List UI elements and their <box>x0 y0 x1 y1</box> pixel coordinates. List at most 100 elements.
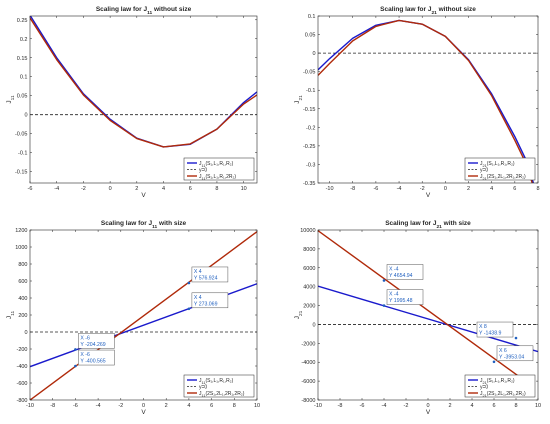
x-tick-label: 6 <box>492 403 495 409</box>
x-tick-label: 8 <box>233 403 236 409</box>
y-axis-label: J11 <box>6 311 16 320</box>
x-tick-label: -10 <box>26 403 34 409</box>
data-tip-x: X 8 <box>479 324 487 330</box>
x-tick-label: -6 <box>73 403 78 409</box>
data-tip-x: X -6 <box>80 335 90 341</box>
x-tick-label: 0 <box>444 186 447 192</box>
x-tick-label: -10 <box>314 403 322 409</box>
x-tick-label: 6 <box>189 186 192 192</box>
axes-frame <box>29 15 258 184</box>
legend-box <box>464 374 536 398</box>
y-tick-label: 1000 <box>15 245 27 251</box>
y-tick-label: -0.15 <box>303 107 316 113</box>
legend-label-2: y=0 <box>199 167 207 173</box>
legend-label-1: J21(S₁,L₁,R₁,R₂) <box>480 378 515 385</box>
chart-panel-4: Scaling law for J21 with size -10 -8 -6 -4 -2… <box>294 220 541 416</box>
x-tick-label: 0 <box>109 186 112 192</box>
x-tick-label: 2 <box>448 403 451 409</box>
data-tip-x: X -4 <box>389 292 399 298</box>
chart-title: Scaling law for J21 without size <box>380 6 476 16</box>
x-axis-label: V <box>426 409 431 416</box>
data-tip-marker <box>382 279 386 282</box>
data-tip-box <box>496 345 534 362</box>
chart-title: Scaling law for J11 without size <box>96 6 192 16</box>
data-tip-marker <box>74 364 77 368</box>
data-tip-y: Y -1438.9 <box>479 331 502 337</box>
data-tip-x: X 6 <box>499 348 507 354</box>
x-tick-label: 4 <box>490 186 493 192</box>
y-tick-label: -0.3 <box>306 162 315 168</box>
legend-label-3: J11(2S₁,2L₁,2R₁,2R₂) <box>199 391 245 398</box>
y-tick-label: 0.05 <box>17 94 28 100</box>
x-axis-label: V <box>426 192 431 199</box>
y-tick-label: 0 <box>312 51 315 57</box>
series-line-2 <box>30 17 257 148</box>
legend-label-1: J11(S₁,L₁,R₁,R₂) <box>199 161 234 168</box>
legend-label-2: y=0 <box>199 384 207 390</box>
chart-panel-2: Scaling law for J21 without size -10 -8 -6 -… <box>294 6 540 199</box>
data-tip-marker <box>492 360 496 364</box>
x-tick-label: 0 <box>142 403 145 409</box>
x-tick-label: -2 <box>118 403 123 409</box>
data-tip-x: X -4 <box>389 266 399 272</box>
legend-label-1: J11(S₁,L₁,R₁,R₂) <box>199 378 234 385</box>
y-tick-label: 0.1 <box>20 75 28 81</box>
axes-frame <box>317 229 539 401</box>
data-tip-y: Y 273.069 <box>194 301 218 307</box>
y-axis-label: J11 <box>6 95 16 104</box>
series-line-2 <box>318 19 533 183</box>
y-tick-label: -200 <box>16 347 27 353</box>
y-tick-label: 0.1 <box>308 14 316 20</box>
data-tip-marker <box>382 304 386 307</box>
data-tip-marker <box>187 281 191 285</box>
x-tick-label: -4 <box>382 403 387 409</box>
y-tick-label: -600 <box>16 381 27 387</box>
y-tick-label: -0.1 <box>18 151 27 157</box>
x-tick-label: 8 <box>215 186 218 192</box>
y-tick-label: -0.1 <box>306 88 315 94</box>
y-tick-label: 1200 <box>15 228 27 234</box>
legend-box <box>183 157 255 181</box>
x-tick-label: 2 <box>135 186 138 192</box>
x-tick-label: 6 <box>210 403 213 409</box>
y-tick-label: 800 <box>18 262 27 268</box>
x-tick-label: 2 <box>467 186 470 192</box>
y-tick-label: -0.2 <box>306 125 315 131</box>
y-tick-label: 0 <box>24 330 27 336</box>
x-tick-label: -6 <box>373 186 378 192</box>
x-tick-label: 4 <box>162 186 165 192</box>
y-tick-label: 400 <box>18 296 27 302</box>
series-line-2 <box>30 231 257 400</box>
y-tick-label: 0.25 <box>17 18 28 24</box>
data-tip-box <box>78 349 115 366</box>
chart-title: Scaling law for J11 with size <box>101 220 187 230</box>
chart-title: Scaling law for J21 with size <box>385 220 471 230</box>
x-tick-label: 4 <box>187 403 190 409</box>
x-tick-label: -6 <box>360 403 365 409</box>
legend-label-1: J21(S₁,L₁,R₁,R₂) <box>480 161 515 168</box>
y-tick-label: 2000 <box>303 304 315 310</box>
x-axis-label: V <box>141 192 146 199</box>
chart-panel-3: Scaling law for J11 with size -10 -8 -6 -4 -2… <box>6 220 260 416</box>
legend-label-2: y=0 <box>480 384 488 390</box>
legend-label-3: J21(2S₁,2L₁,2R₁,2R₂) <box>480 391 526 398</box>
axes-frame <box>29 229 258 401</box>
x-axis-label: V <box>141 409 146 416</box>
chart-panel-1: Scaling law for J11 without size -6 -4 -2 0 2… <box>6 6 258 199</box>
x-tick-label: -2 <box>81 186 86 192</box>
x-tick-label: -8 <box>350 186 355 192</box>
y-tick-label: -0.35 <box>303 181 316 187</box>
x-tick-label: -4 <box>397 186 402 192</box>
x-tick-label: -2 <box>420 186 425 192</box>
x-tick-label: 10 <box>535 403 541 409</box>
x-tick-label: -4 <box>54 186 59 192</box>
data-tip-marker <box>74 348 77 351</box>
y-tick-label: 4000 <box>303 285 315 291</box>
x-tick-label: -4 <box>96 403 101 409</box>
y-tick-label: -0.05 <box>303 70 316 76</box>
x-tick-label: 6 <box>513 186 516 192</box>
x-tick-label: 10 <box>241 186 247 192</box>
y-tick-label: -0.15 <box>15 170 28 176</box>
plot-area <box>30 16 257 183</box>
y-tick-label: 200 <box>18 313 27 319</box>
